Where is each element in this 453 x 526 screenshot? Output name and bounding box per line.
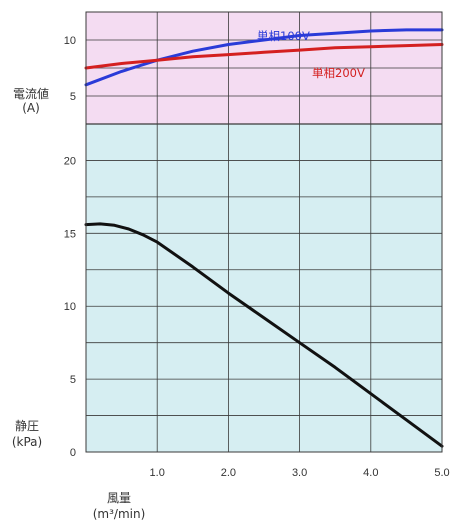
pressure-y-tick-label: 10	[64, 301, 76, 313]
current-axis-unit: (A)	[22, 101, 40, 115]
series-label-1: 単相200V	[312, 66, 365, 80]
pressure-y-tick-label: 20	[64, 155, 76, 167]
x-axis-title: 風量	[107, 491, 131, 505]
current-series-line-0	[84, 28, 444, 87]
pressure-series-line-0	[84, 222, 444, 448]
x-tick-label: 2.0	[221, 467, 236, 479]
pressure-y-tick-label: 5	[70, 374, 76, 386]
current-y-tick-label: 10	[64, 35, 76, 47]
current-axis-title: 電流値	[13, 86, 49, 101]
plot-frame	[85, 11, 443, 453]
pressure-axis-unit: (kPa)	[12, 435, 42, 449]
pressure-panel: 0 5 10 15 20 1.0 2.0 3.0 4.0 5.0	[64, 11, 450, 479]
pressure-plot-background	[86, 124, 442, 452]
x-tick-label: 5.0	[434, 467, 449, 479]
current-y-tick-label: 5	[70, 91, 76, 103]
current-series-line-1	[84, 43, 444, 70]
pressure-y-tick-label: 15	[64, 228, 76, 240]
x-tick-label: 4.0	[363, 467, 378, 479]
current-panel: 5 10 単相100V 単相200V	[64, 12, 444, 124]
series-label-0: 単相100V	[257, 29, 310, 43]
x-axis-unit: (m³/min)	[93, 507, 146, 521]
x-tick-label: 1.0	[150, 467, 165, 479]
x-tick-label: 3.0	[292, 467, 307, 479]
pressure-axis-title: 静圧	[15, 419, 39, 433]
pressure-y-tick-label: 0	[70, 447, 76, 459]
